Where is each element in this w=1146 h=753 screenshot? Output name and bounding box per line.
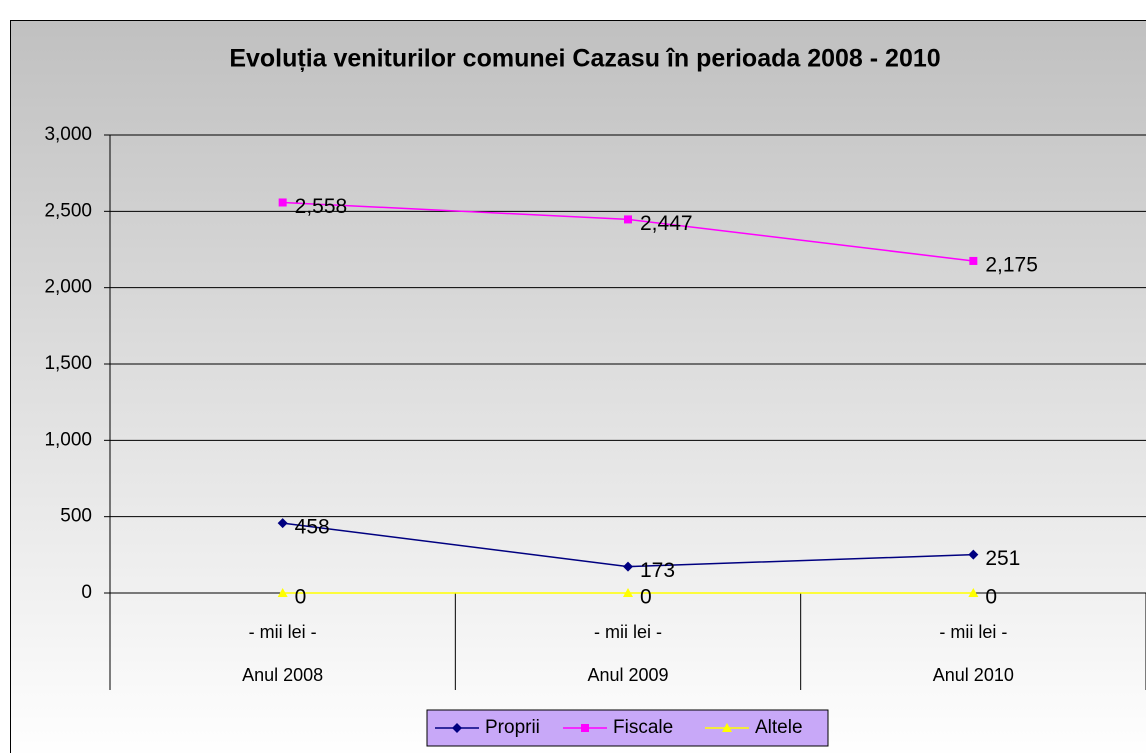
data-label: 2,175 <box>985 253 1038 276</box>
data-point <box>969 256 978 265</box>
legend-marker <box>581 724 589 732</box>
data-label: 2,558 <box>295 195 348 218</box>
x-tick-label: Anul 2010 <box>933 665 1014 685</box>
x-tick-label: Anul 2009 <box>587 665 668 685</box>
y-tick-label: 2,500 <box>44 200 92 221</box>
data-point <box>623 588 633 597</box>
data-label: 0 <box>985 586 997 609</box>
legend-marker <box>452 723 462 733</box>
legend-label: Altele <box>755 717 803 738</box>
y-tick-label: 1,500 <box>44 353 92 374</box>
x-sublabel: - mii lei - <box>249 622 317 642</box>
data-label: 0 <box>640 586 652 609</box>
data-label: 2,447 <box>640 212 693 235</box>
y-tick-label: 1,000 <box>44 429 92 450</box>
x-sublabel: - mii lei - <box>939 622 1007 642</box>
data-label: 458 <box>295 516 330 539</box>
data-label: 0 <box>295 586 307 609</box>
data-point <box>968 549 979 560</box>
legend-label: Fiscale <box>613 717 673 738</box>
x-tick-label: Anul 2008 <box>242 665 323 685</box>
data-label: 173 <box>640 559 675 582</box>
data-point <box>277 588 288 597</box>
chart-frame <box>10 20 1146 753</box>
legend-marker <box>722 723 732 732</box>
legend-label: Proprii <box>485 717 540 738</box>
chart-title: Evoluția veniturilor comunei Cazasu în p… <box>229 45 940 73</box>
data-point <box>624 215 632 224</box>
data-point <box>277 518 288 529</box>
data-point <box>623 561 633 572</box>
data-point <box>278 198 287 207</box>
y-tick-label: 2,000 <box>44 277 92 298</box>
x-sublabel: - mii lei - <box>594 622 662 642</box>
y-tick-label: 500 <box>60 506 92 527</box>
legend-box <box>426 709 829 747</box>
data-label: 251 <box>985 547 1020 570</box>
y-tick-label: 3,000 <box>44 124 92 145</box>
data-point <box>968 588 979 597</box>
y-tick-label: 0 <box>81 582 92 603</box>
